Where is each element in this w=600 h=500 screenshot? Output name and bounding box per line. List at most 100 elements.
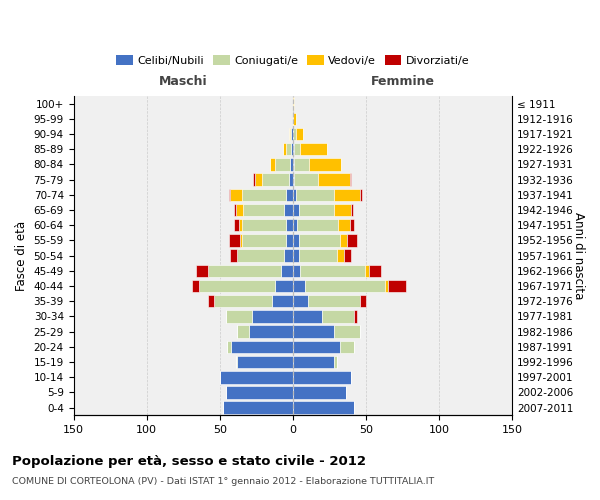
Bar [284,204,293,216]
Bar [305,280,385,292]
Bar [334,204,352,216]
Bar [308,295,360,308]
Bar [255,174,262,186]
Bar [340,340,355,353]
Bar [208,295,214,308]
Bar [196,264,208,277]
Bar [236,356,238,368]
Bar [286,234,293,246]
Bar [238,250,284,262]
Bar [293,264,300,277]
Bar [286,143,292,156]
Bar [236,204,243,216]
Bar [300,143,326,156]
Bar [296,188,334,201]
Bar [229,234,240,246]
Bar [238,356,293,368]
Bar [347,234,357,246]
Bar [290,158,293,170]
Bar [230,188,242,201]
Bar [226,310,252,322]
Bar [340,234,347,246]
Bar [295,174,318,186]
Bar [253,174,255,186]
Text: COMUNE DI CORTEOLONA (PV) - Dati ISTAT 1° gennaio 2012 - Elaborazione TUTTITALIA: COMUNE DI CORTEOLONA (PV) - Dati ISTAT 1… [12,478,434,486]
Bar [208,264,281,277]
Bar [269,158,275,170]
Bar [318,174,350,186]
Bar [286,188,293,201]
Bar [284,250,293,262]
Bar [293,250,299,262]
Bar [293,174,295,186]
Bar [293,188,296,201]
Bar [293,340,340,353]
Bar [275,280,293,292]
Bar [295,158,309,170]
Bar [281,264,293,277]
Bar [243,204,284,216]
Bar [293,310,322,322]
Bar [350,174,352,186]
Bar [293,295,308,308]
Bar [309,158,341,170]
Bar [286,219,293,232]
Bar [297,219,338,232]
Legend: Celibi/Nubili, Coniugati/e, Vedovi/e, Divorziati/e: Celibi/Nubili, Coniugati/e, Vedovi/e, Di… [112,50,474,70]
Bar [238,326,249,338]
Bar [290,128,292,140]
Bar [334,356,337,368]
Y-axis label: Anni di nascita: Anni di nascita [572,212,585,300]
Bar [223,402,293,414]
Bar [289,174,293,186]
Bar [293,98,295,110]
Bar [352,204,353,216]
Bar [299,234,340,246]
Bar [232,340,293,353]
Bar [239,219,242,232]
Bar [293,204,299,216]
Bar [227,340,232,353]
Bar [226,386,293,398]
Bar [360,188,362,201]
Bar [300,264,365,277]
Bar [293,234,299,246]
Bar [350,219,355,232]
Bar [385,280,388,292]
Bar [252,310,293,322]
Bar [242,234,286,246]
Bar [299,204,334,216]
Bar [229,188,230,201]
Text: Femmine: Femmine [371,76,434,88]
Bar [293,219,297,232]
Bar [334,188,360,201]
Bar [242,219,286,232]
Bar [334,326,360,338]
Bar [192,280,199,292]
Bar [322,310,355,322]
Bar [220,371,293,384]
Bar [289,128,290,140]
Bar [296,128,303,140]
Bar [199,280,275,292]
Bar [344,250,352,262]
Bar [293,386,346,398]
Bar [293,112,296,125]
Bar [230,250,238,262]
Bar [283,143,286,156]
Bar [275,158,290,170]
Bar [299,250,337,262]
Bar [242,188,286,201]
Bar [272,295,293,308]
Bar [293,371,352,384]
Bar [338,219,350,232]
Y-axis label: Fasce di età: Fasce di età [15,220,28,290]
Bar [365,264,369,277]
Bar [369,264,380,277]
Bar [293,326,334,338]
Bar [360,295,366,308]
Text: Popolazione per età, sesso e stato civile - 2012: Popolazione per età, sesso e stato civil… [12,455,366,468]
Bar [214,295,272,308]
Bar [295,143,300,156]
Bar [292,143,293,156]
